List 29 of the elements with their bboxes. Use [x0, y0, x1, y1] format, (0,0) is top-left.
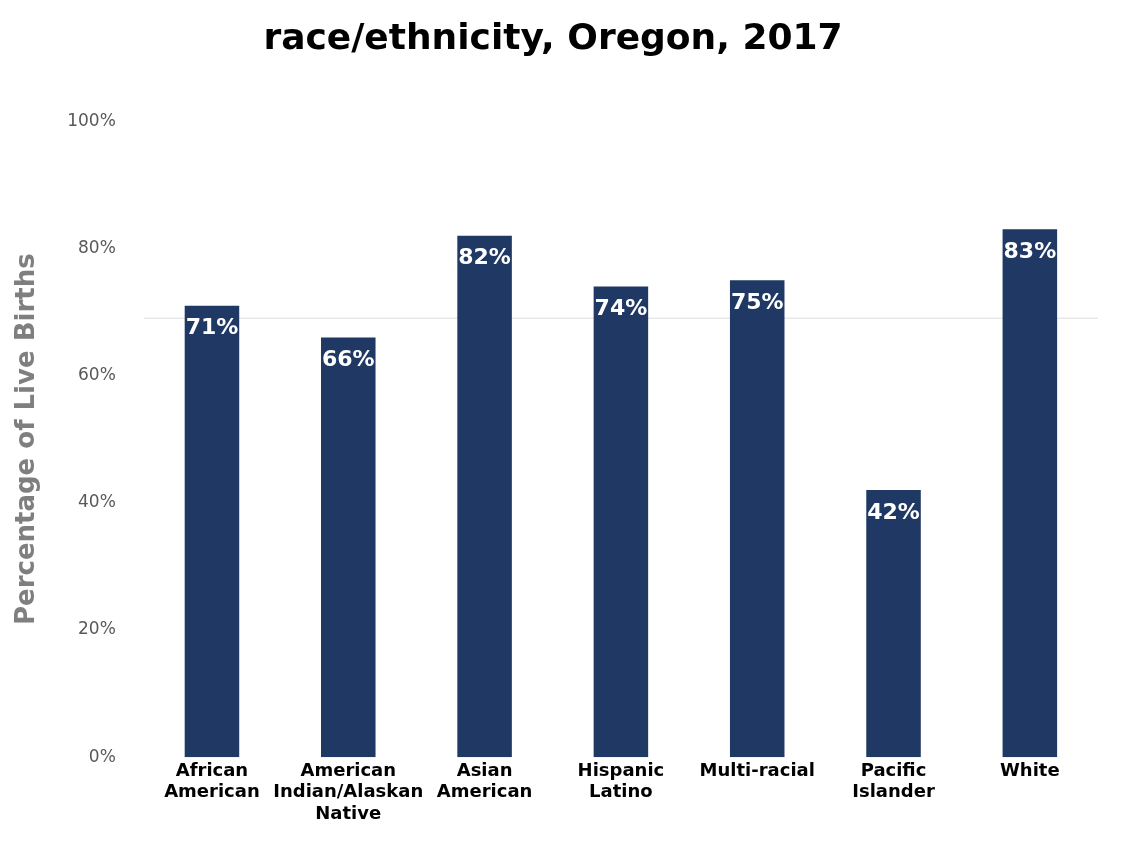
- y-tick-label: 0%: [88, 745, 116, 766]
- x-tick-label: African American: [164, 758, 260, 802]
- data-label: 75%: [730, 288, 784, 314]
- x-tick-label: Pacific Islander: [852, 758, 935, 802]
- bar: [729, 280, 785, 758]
- x-tick-label: Hispanic Latino: [577, 758, 665, 802]
- y-axis-title: Percentage of Live Births: [10, 253, 41, 626]
- y-tick-label: 80%: [78, 236, 116, 257]
- y-tick-label: 20%: [78, 618, 116, 639]
- data-label: 71%: [185, 314, 239, 340]
- data-label: 82%: [458, 244, 511, 270]
- x-tick-label: American Indian/Alaskan Native: [273, 758, 424, 823]
- x-tick-label: Multi-racial: [699, 758, 815, 780]
- data-label: 66%: [321, 346, 375, 372]
- data-label: 83%: [1003, 238, 1057, 264]
- x-tick-label: White: [1000, 758, 1060, 780]
- bar: [866, 490, 921, 758]
- data-label: 42%: [867, 498, 920, 524]
- bar: [184, 305, 240, 758]
- x-tick-label: Asian American: [436, 758, 533, 802]
- y-tick-label: 60%: [78, 364, 116, 385]
- bar: [457, 235, 512, 758]
- y-tick-label: 100%: [67, 109, 116, 130]
- bar: [593, 286, 649, 758]
- y-tick-label: 40%: [78, 491, 116, 512]
- bar: [321, 337, 376, 758]
- chart-title: race/ethnicity, Oregon, 2017: [263, 15, 843, 57]
- data-label: 74%: [594, 295, 648, 321]
- bar: [1002, 229, 1058, 758]
